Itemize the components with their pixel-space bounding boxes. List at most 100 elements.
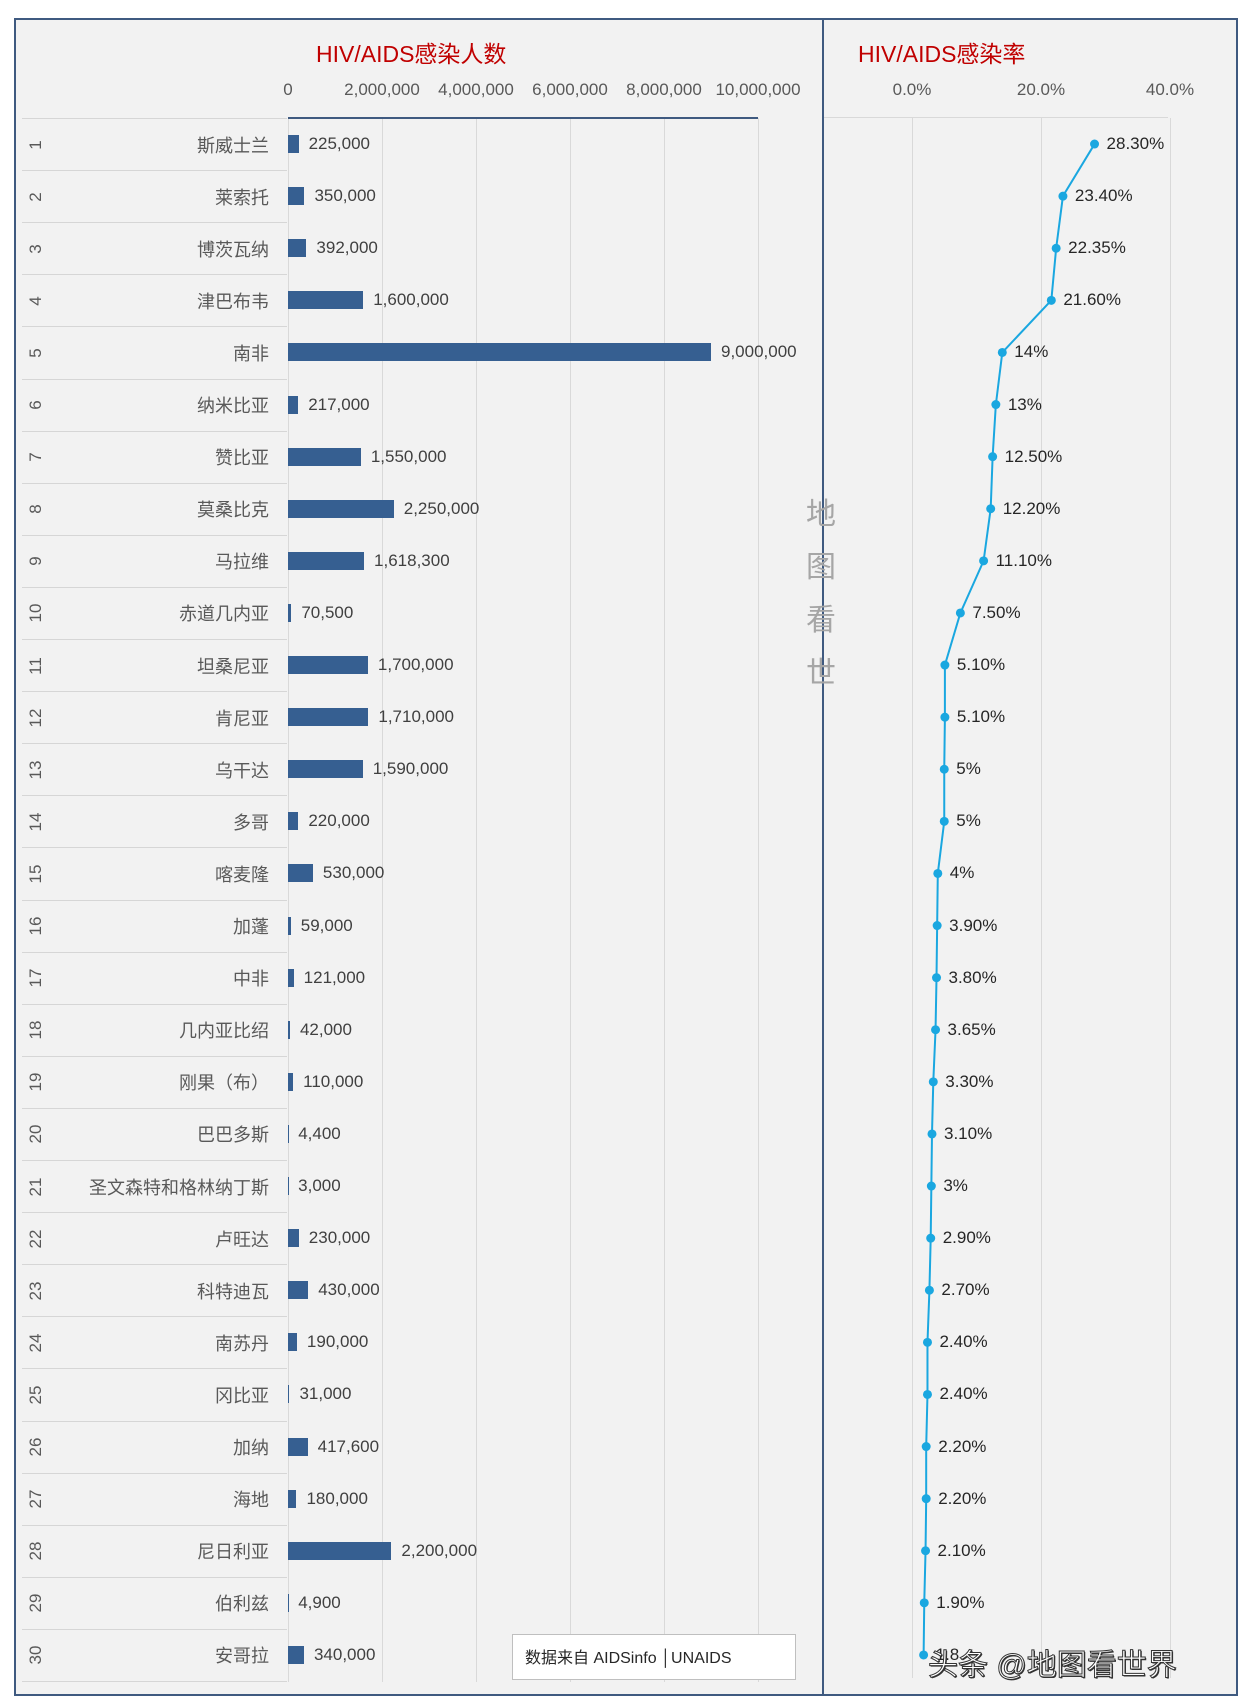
rate-point-marker [997,347,1007,357]
count-bar [288,1541,392,1560]
rate-label: 3.10% [943,1123,993,1143]
category-row: 6 纳米比亚 [22,378,287,431]
category-row: 9 马拉维 [22,534,287,587]
country-name: 赞比亚 [215,448,269,469]
category-row: 17 中非 [22,951,287,1004]
country-name: 纳米比亚 [197,396,269,416]
rate-point-marker [932,973,942,983]
left-axis-tick: 10,000,000 [715,80,801,99]
category-row: 26 加纳 [22,1420,287,1473]
rate-label: 12.20% [1002,498,1061,518]
count-bar [288,708,369,727]
rate-label: 2.20% [938,1488,987,1508]
rate-label: 3% [943,1176,968,1196]
count-label: 225,000 [308,134,371,154]
rate-point-marker [932,921,942,931]
count-bar [288,864,313,883]
rate-point-marker [924,1285,934,1295]
country-name: 南非 [233,343,269,364]
count-label: 1,618,300 [374,550,450,570]
count-bar [288,603,292,622]
category-row: 25 冈比亚 [22,1368,287,1420]
rate-point-marker [991,400,1001,410]
rate-label: 3.30% [945,1071,994,1091]
count-label: 1,700,000 [377,655,454,675]
rate-point-marker [922,1337,932,1347]
right-axis-tick: 40.0% [1145,80,1195,99]
category-row: 22 卢旺达 [22,1212,287,1264]
rate-point-marker [940,660,950,670]
right-panel-top-line [824,117,1168,118]
count-bar [288,1020,290,1039]
count-label: 417,600 [317,1436,380,1456]
category-row: 13 乌干达 [22,743,287,795]
count-label: 4,900 [298,1592,341,1612]
right-axis-tick: 0.0% [892,80,932,99]
gridline [476,118,477,1682]
rate-label: 5% [956,811,981,831]
count-bar [288,447,361,466]
country-name: 肯尼亚 [215,708,269,729]
chart-frame [14,18,1238,1696]
category-row: 28 尼日利亚 [22,1524,287,1577]
country-name: 莱索托 [215,187,269,208]
country-name: 伯利兹 [215,1594,269,1615]
category-row: 27 海地 [22,1472,287,1525]
rate-point-marker [939,816,949,826]
country-name: 巴巴多斯 [197,1125,269,1146]
country-name: 海地 [233,1490,269,1511]
rate-label: 5% [956,759,981,779]
count-bar [288,1229,299,1248]
count-label: 350,000 [314,186,376,206]
count-label: 59,000 [300,915,353,935]
country-name: 坦桑尼亚 [197,656,269,677]
rate-label: 2.40% [939,1384,988,1404]
count-label: 121,000 [303,967,366,987]
category-row: 7 赞比亚 [22,430,287,483]
category-row: 8 莫桑比克 [22,482,287,535]
count-label: 340,000 [313,1644,376,1664]
gridline [570,118,571,1682]
count-label: 4,400 [298,1123,341,1143]
country-name: 卢旺达 [215,1229,269,1250]
gridline [912,118,913,1678]
category-row: 20 巴巴多斯 [22,1107,287,1160]
count-bar [288,1489,297,1508]
count-bar [288,916,291,935]
category-row: 2 莱索托 [22,170,287,222]
category-row: 4 津巴布韦 [22,274,287,326]
count-label: 230,000 [308,1228,371,1248]
category-row-bottom [22,1681,287,1682]
country-name: 圣文森特和格林纳丁斯 [89,1177,269,1198]
rate-label: 2.20% [938,1436,987,1456]
left-axis-tick: 6,000,000 [532,80,608,99]
left-axis-tick: 4,000,000 [438,80,514,99]
category-row: 30 安哥拉 [22,1628,287,1681]
count-label: 190,000 [306,1332,369,1352]
country-name: 莫桑比克 [197,500,269,521]
count-label: 217,000 [308,394,370,414]
category-row: 15 喀麦隆 [22,847,287,899]
category-row: 19 刚果（布） [22,1055,287,1108]
country-name: 乌干达 [215,760,269,781]
left-axis-tick: 8,000,000 [626,80,702,99]
rate-point-marker [926,1181,936,1191]
count-bar [288,656,368,675]
count-bar [288,343,711,362]
count-bar [288,187,305,206]
country-name: 博茨瓦纳 [197,239,269,260]
category-row: 10 赤道几内亚 [22,586,287,639]
rate-point-marker [1046,295,1056,305]
category-row: 24 南苏丹 [22,1316,287,1368]
category-row: 1 斯威士兰 [22,118,287,170]
category-row: 18 几内亚比绍 [22,1003,287,1056]
gridline [382,118,383,1682]
right-chart-title: HIV/AIDS感染率 [858,41,1026,67]
count-bar [288,812,299,831]
rate-point-marker [986,504,996,514]
rate-point-marker [919,1650,929,1660]
rate-label: 1.8 [935,1644,960,1664]
country-name: 马拉维 [215,552,269,573]
count-label: 3,000 [298,1176,341,1196]
rate-label: 14% [1014,342,1049,362]
